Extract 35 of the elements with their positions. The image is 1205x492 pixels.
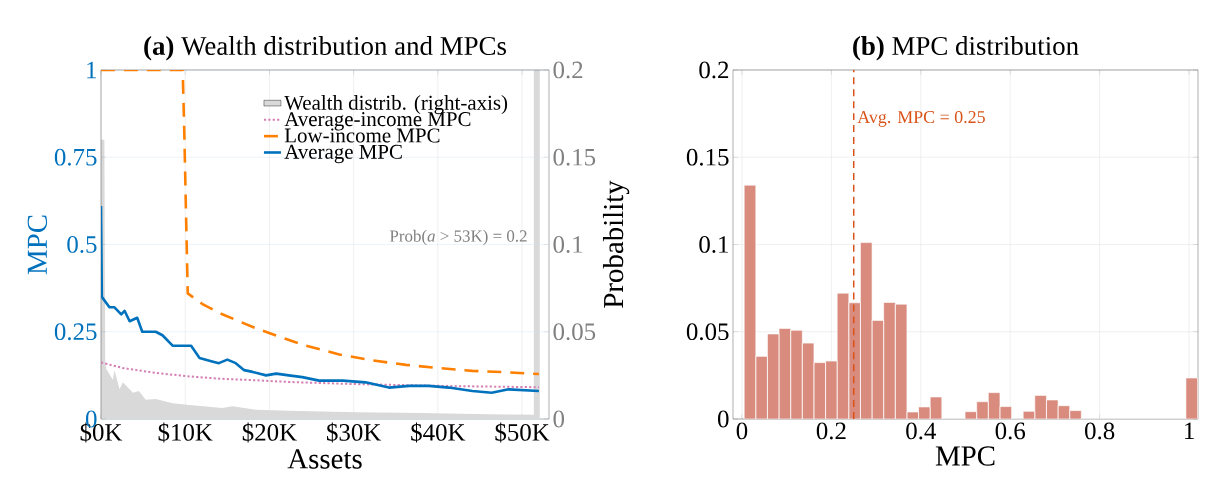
x-tick-label: 1 bbox=[1185, 422, 1194, 439]
legend-label: Average MPC bbox=[284, 144, 402, 164]
y2-axis-title: Probability bbox=[602, 180, 630, 308]
y-tick-label: 0.15 bbox=[686, 148, 729, 166]
y-tick-label: 0.5 bbox=[67, 236, 97, 253]
x-axis-title: MPC bbox=[935, 446, 995, 466]
y2-tick-label: 0 bbox=[553, 410, 565, 428]
ref-line-label: Avg. MPC = 0.25 bbox=[857, 110, 985, 127]
x-tick-label: 0 bbox=[736, 422, 748, 440]
annotation: Prob(a > 53K) = 0.2 bbox=[389, 229, 527, 246]
y-tick-label: 0.75 bbox=[54, 148, 97, 166]
y2-tick-label: 0.15 bbox=[553, 148, 596, 166]
chart-title: (b) MPC distribution bbox=[853, 36, 1079, 61]
x-tick-label: 0.8 bbox=[1085, 422, 1115, 440]
y-tick-label: 0 bbox=[717, 410, 729, 428]
y-tick-label: 0.2 bbox=[699, 61, 729, 79]
y-tick-label: 1 bbox=[87, 61, 96, 79]
x-tick-label: 0.6 bbox=[995, 422, 1026, 440]
y-tick-label: 0.1 bbox=[699, 236, 728, 253]
y-axis-title: MPC bbox=[27, 215, 48, 275]
y2-tick-label: 0.2 bbox=[553, 61, 583, 79]
y2-tick-label: 0.05 bbox=[553, 323, 596, 341]
x-tick-label: 0.4 bbox=[906, 422, 936, 440]
chart-title: (a) Wealth distribution and MPCs bbox=[144, 36, 507, 61]
x-axis-title: Assets bbox=[287, 449, 362, 469]
x-tick-label: $30K bbox=[327, 422, 382, 443]
x-tick-label: $50K bbox=[495, 422, 550, 443]
y-tick-label: 0.25 bbox=[54, 323, 97, 341]
y-tick-label: 0.05 bbox=[686, 323, 729, 341]
x-tick-label: $20K bbox=[242, 422, 297, 443]
y2-tick-label: 0.1 bbox=[553, 236, 583, 253]
line-series bbox=[101, 361, 540, 389]
x-tick-label: $40K bbox=[411, 422, 466, 443]
x-tick-label: 0.2 bbox=[816, 422, 846, 440]
x-tick-label: $10K bbox=[158, 422, 213, 443]
